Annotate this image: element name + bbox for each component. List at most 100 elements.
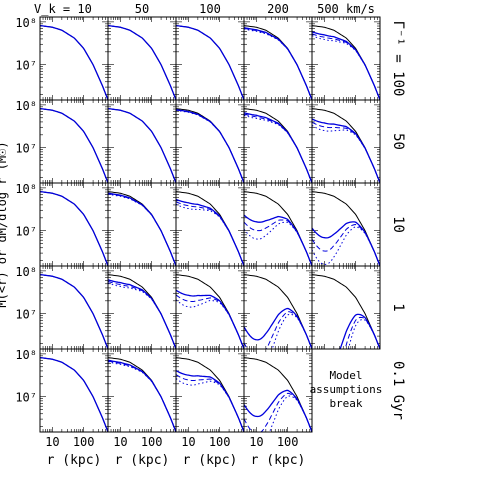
- model-curve-dotted: [312, 35, 380, 100]
- curves: [40, 24, 108, 100]
- panel-r1-c1: [107, 99, 177, 184]
- panel-frame: [175, 99, 245, 184]
- panel-frame: [107, 265, 177, 350]
- y-axis-label: M(<r) or dM/dlog r (M☉): [0, 141, 9, 307]
- panel-r2-c4: [311, 182, 381, 267]
- curves: [108, 357, 176, 432]
- x-tick-label: 100: [141, 435, 163, 449]
- model-curve-dotted: [108, 193, 176, 266]
- curves: [312, 274, 380, 349]
- model-curve-dashed: [244, 27, 312, 100]
- panel-r0-c1: [107, 16, 177, 101]
- panel-r1-c2: [175, 99, 245, 184]
- x-axis-label: r (kpc): [115, 453, 170, 468]
- curves: [108, 107, 176, 183]
- model-curve-dotted: [176, 109, 244, 183]
- curves: [176, 274, 244, 349]
- panel-r3-c3: [243, 265, 313, 350]
- model-curve-dotted: [269, 395, 312, 432]
- y-tick-label: 10⁸: [15, 16, 37, 30]
- panel-r4-c1: [107, 348, 177, 433]
- reference-curve: [40, 357, 108, 432]
- panel-r2-c2: [175, 182, 245, 267]
- model-curve: [244, 27, 312, 100]
- model-curve-dotted: [244, 221, 312, 266]
- curves: [312, 25, 380, 100]
- x-tick-label: 10: [249, 435, 263, 449]
- panel-frame: [107, 99, 177, 184]
- curves: [108, 191, 176, 266]
- model-curve: [40, 107, 108, 183]
- model-curve-dashed: [344, 316, 380, 349]
- x-tick-label: 10: [45, 435, 59, 449]
- y-tick-label: 10⁸: [15, 348, 37, 362]
- panel-r1-c0: [39, 99, 109, 184]
- model-curve: [312, 221, 380, 266]
- panel-r4-c2: [175, 348, 245, 433]
- model-curve-dotted: [108, 282, 176, 349]
- curves: [312, 108, 380, 183]
- note-text: break: [329, 397, 362, 410]
- curves: [244, 108, 312, 183]
- row-label: 50: [390, 133, 406, 150]
- model-curve-dotted: [244, 28, 312, 100]
- panel-r2-c0: [39, 182, 109, 267]
- x-tick-label: 10: [181, 435, 195, 449]
- curves: [108, 24, 176, 100]
- curves: [244, 274, 312, 349]
- panel-frame: [243, 182, 313, 267]
- reference-curve: [108, 25, 176, 100]
- reference-curve: [108, 274, 176, 349]
- reference-curve: [176, 357, 244, 432]
- panel-frame: [311, 99, 381, 184]
- model-curve: [244, 307, 312, 349]
- panel-frame: [243, 99, 313, 184]
- reference-curve: [108, 357, 176, 432]
- model-curve-dotted: [176, 378, 244, 432]
- panel-frame: [39, 348, 109, 433]
- model-curve: [40, 190, 108, 266]
- reference-curve: [40, 191, 108, 266]
- panel-frame: [175, 265, 245, 350]
- reference-curve: [108, 191, 176, 266]
- model-curve: [108, 359, 176, 432]
- panel-r0-c2: [175, 16, 245, 101]
- model-curve-dashed: [108, 193, 176, 266]
- note-text: assumptions: [310, 383, 383, 396]
- model-curve-dotted: [244, 114, 312, 183]
- curves: [108, 274, 176, 349]
- curves: [176, 191, 244, 266]
- row-label: 1: [390, 303, 406, 311]
- y-tick-label: 10⁷: [15, 59, 37, 73]
- reference-curve: [40, 108, 108, 183]
- panel-r0-c4: [311, 16, 381, 101]
- model-curve-dotted: [176, 299, 244, 349]
- row-label: Γ⁻¹ = 100: [390, 21, 406, 97]
- panel-frame: [175, 182, 245, 267]
- model-curve-dashed: [312, 121, 380, 183]
- model-curve-dotted: [176, 203, 244, 266]
- panel-frame: [311, 16, 381, 101]
- panel-r3-c0: [39, 265, 109, 350]
- curves: [244, 191, 312, 266]
- curves: [40, 107, 108, 183]
- panel-frame: [243, 265, 313, 350]
- panel-r3-c1: [107, 265, 177, 350]
- note-text: Model: [329, 369, 362, 382]
- model-curve-dashed: [312, 33, 380, 100]
- panel-r0-c0: [39, 16, 109, 101]
- panel-r2-c3: [243, 182, 313, 267]
- model-curve-dashed: [244, 392, 312, 432]
- panel-r4-c3: [243, 348, 313, 433]
- curves: [40, 190, 108, 266]
- reference-curve: [244, 191, 312, 266]
- model-curve-dotted: [312, 226, 380, 266]
- model-curve-dotted: [271, 313, 312, 349]
- panel-r3-c2: [175, 265, 245, 350]
- y-tick-label: 10⁷: [15, 142, 37, 156]
- curves: [312, 191, 380, 266]
- model-curve-dotted: [312, 124, 380, 183]
- reference-curve: [244, 274, 312, 349]
- reference-curve: [176, 108, 244, 183]
